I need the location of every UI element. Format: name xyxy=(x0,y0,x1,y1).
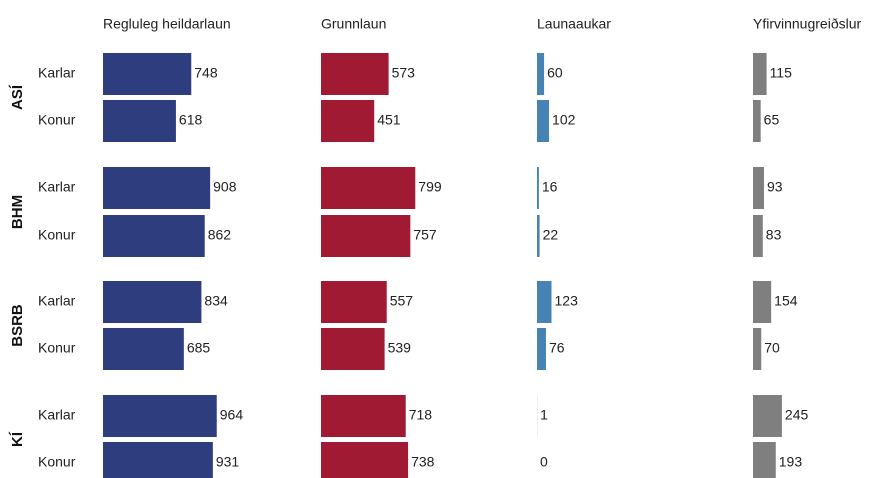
value-label: 738 xyxy=(411,454,435,470)
value-label: 834 xyxy=(204,293,228,309)
value-label: 748 xyxy=(194,65,218,81)
value-label: 685 xyxy=(187,340,211,356)
bar xyxy=(321,442,409,478)
bar xyxy=(321,215,411,257)
category-label: Karlar xyxy=(38,65,76,81)
bar xyxy=(321,395,406,437)
bar xyxy=(321,100,375,142)
value-label: 757 xyxy=(413,227,437,243)
panel-title: Launaaukar xyxy=(537,16,611,32)
value-label: 16 xyxy=(542,179,558,195)
bar xyxy=(753,53,767,95)
category-label: Konur xyxy=(38,454,76,470)
value-label: 573 xyxy=(392,65,416,81)
value-label: 193 xyxy=(779,454,803,470)
group-label: BSRB xyxy=(9,304,26,347)
bar xyxy=(753,395,782,437)
bar xyxy=(103,215,205,257)
bar xyxy=(753,442,776,478)
panel-title: Yfirvinnugreiðslur xyxy=(753,16,861,32)
value-label: 557 xyxy=(390,293,414,309)
bar xyxy=(103,328,184,370)
bar xyxy=(103,442,213,478)
value-label: 931 xyxy=(216,454,240,470)
category-label: Konur xyxy=(38,227,76,243)
bar xyxy=(103,100,176,142)
value-label: 70 xyxy=(764,340,780,356)
value-label: 115 xyxy=(770,65,793,81)
category-label: Karlar xyxy=(38,179,76,195)
value-label: 65 xyxy=(764,112,780,128)
panel-title: Regluleg heildarlaun xyxy=(103,16,231,32)
value-label: 908 xyxy=(213,179,237,195)
value-label: 618 xyxy=(179,112,203,128)
category-label: Karlar xyxy=(38,407,76,423)
group-label: KÍ xyxy=(9,431,26,447)
bar xyxy=(321,167,416,209)
bar xyxy=(753,281,772,323)
bar xyxy=(537,328,546,370)
panel-title: Grunnlaun xyxy=(321,16,386,32)
category-label: Konur xyxy=(38,112,76,128)
value-label: 539 xyxy=(388,340,412,356)
bar xyxy=(537,281,552,323)
bar xyxy=(537,215,540,257)
bar xyxy=(753,215,763,257)
bar xyxy=(321,328,385,370)
value-label: 22 xyxy=(543,227,559,243)
value-label: 1 xyxy=(540,407,548,423)
category-label: Konur xyxy=(38,340,76,356)
bar xyxy=(321,281,387,323)
bar xyxy=(321,53,389,95)
category-label: Karlar xyxy=(38,293,76,309)
bar xyxy=(537,167,539,209)
value-label: 245 xyxy=(785,407,809,423)
value-label: 83 xyxy=(766,227,782,243)
value-label: 799 xyxy=(418,179,442,195)
value-label: 76 xyxy=(549,340,565,356)
bar xyxy=(537,53,545,95)
value-label: 93 xyxy=(767,179,783,195)
value-label: 60 xyxy=(547,65,563,81)
bar xyxy=(753,167,764,209)
group-label: BHM xyxy=(9,195,26,229)
bar xyxy=(103,281,202,323)
bar xyxy=(103,53,192,95)
value-label: 964 xyxy=(220,407,244,423)
bar xyxy=(103,395,217,437)
value-label: 451 xyxy=(377,112,401,128)
value-label: 123 xyxy=(555,293,579,309)
value-label: 862 xyxy=(208,227,232,243)
value-label: 154 xyxy=(774,293,798,309)
bar xyxy=(537,100,550,142)
value-label: 718 xyxy=(409,407,433,423)
group-label: ASÍ xyxy=(9,84,26,110)
value-label: 102 xyxy=(552,112,576,128)
bar xyxy=(753,328,762,370)
bar xyxy=(103,167,211,209)
value-label: 0 xyxy=(540,454,548,470)
bar xyxy=(753,100,761,142)
